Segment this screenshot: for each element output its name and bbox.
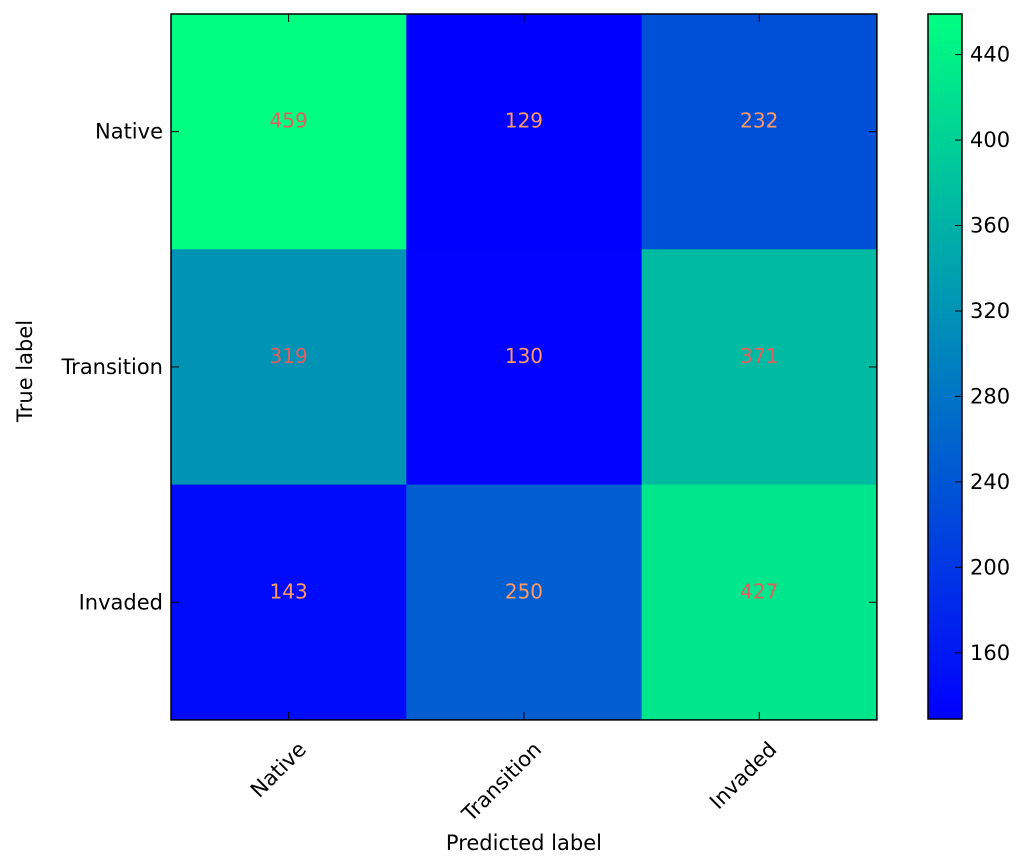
cell-value-label: 232: [740, 109, 778, 133]
cell-value-label: 143: [270, 579, 308, 603]
cell-value-label: 319: [270, 344, 308, 368]
y-axis-ticks: Native Transition Invaded: [60, 120, 877, 614]
matrix-cell: [171, 249, 407, 486]
x-axis-label: Predicted label: [446, 831, 602, 855]
matrix-cell: [641, 14, 878, 250]
y-tick-label: Native: [95, 120, 163, 144]
matrix-cell: [406, 14, 643, 250]
matrix-cell: [406, 249, 643, 486]
colorbar-tick-label: 240: [970, 470, 1010, 494]
colorbar: [927, 13, 963, 720]
cell-value-label: 130: [505, 344, 543, 368]
x-tick-label: Transition: [457, 737, 546, 826]
cell-value-label: 371: [740, 344, 778, 368]
y-axis-label: True label: [13, 320, 37, 423]
colorbar-tick-label: 400: [970, 128, 1010, 152]
x-tick-label: Native: [246, 737, 311, 802]
colorbar-tick-label: 160: [970, 641, 1010, 665]
matrix-cell: [171, 484, 407, 721]
cell-value-label: 459: [270, 109, 308, 133]
y-tick-label: Transition: [60, 355, 163, 379]
colorbar-tick-label: 320: [970, 299, 1010, 323]
matrix-cells: [171, 14, 878, 721]
x-tick-label: Invaded: [705, 737, 782, 814]
colorbar-ticks: 160 200 240 280 320 360 400 440: [955, 43, 1010, 665]
colorbar-tick-label: 440: [970, 43, 1010, 67]
matrix-cell: [641, 484, 878, 721]
cell-value-labels: 459 129 232 319 130 371 143 250 427: [270, 109, 779, 604]
colorbar-tick-label: 360: [970, 214, 1010, 238]
colorbar-tick-label: 280: [970, 384, 1010, 408]
cell-value-label: 129: [505, 109, 543, 133]
matrix-cell: [171, 14, 407, 250]
matrix-cell: [641, 249, 878, 486]
y-tick-label: Invaded: [79, 590, 163, 614]
cell-value-label: 427: [740, 579, 778, 603]
colorbar-tick-label: 200: [970, 555, 1010, 579]
cell-value-label: 250: [505, 579, 543, 603]
matrix-cell: [406, 484, 643, 721]
